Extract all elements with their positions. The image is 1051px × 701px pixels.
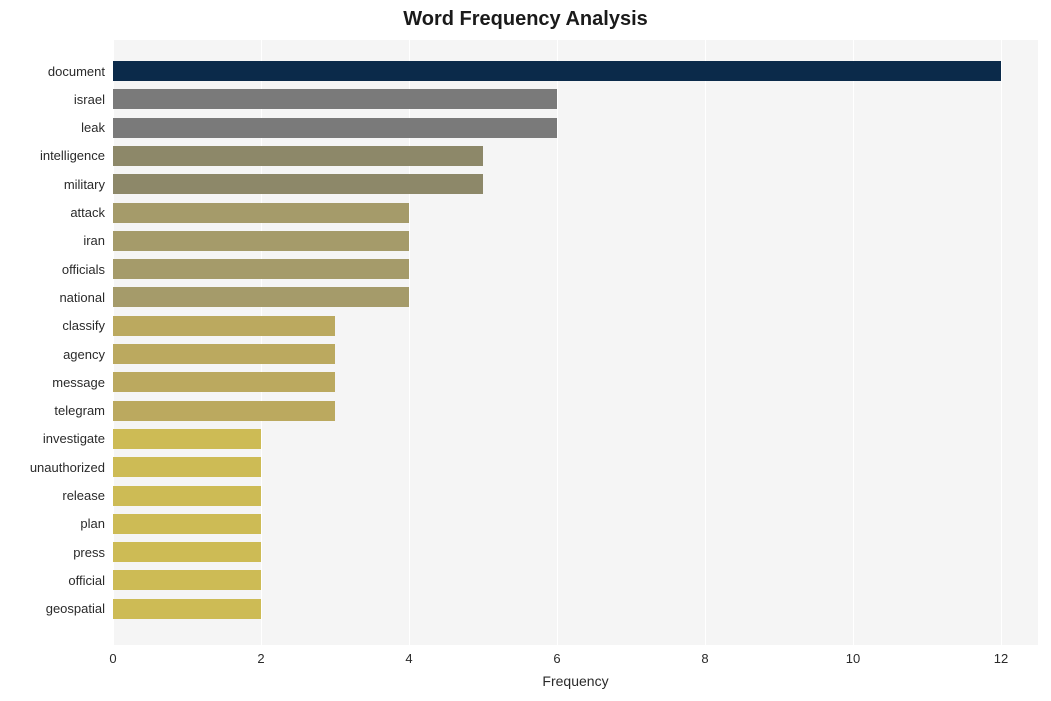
y-tick-label: document — [0, 64, 105, 79]
bar — [113, 146, 483, 166]
y-tick-label: telegram — [0, 403, 105, 418]
y-tick-label: official — [0, 573, 105, 588]
plot-area — [113, 40, 1038, 645]
y-tick-label: attack — [0, 205, 105, 220]
y-tick-label: intelligence — [0, 148, 105, 163]
bar — [113, 570, 261, 590]
x-tick-label: 12 — [994, 651, 1008, 666]
x-tick-label: 8 — [701, 651, 708, 666]
y-tick-label: message — [0, 375, 105, 390]
bar — [113, 287, 409, 307]
bar — [113, 174, 483, 194]
bar — [113, 231, 409, 251]
y-tick-label: military — [0, 177, 105, 192]
x-tick-label: 6 — [553, 651, 560, 666]
y-tick-label: geospatial — [0, 601, 105, 616]
y-tick-label: release — [0, 488, 105, 503]
y-tick-label: classify — [0, 318, 105, 333]
bar — [113, 429, 261, 449]
x-tick-label: 0 — [109, 651, 116, 666]
bar — [113, 599, 261, 619]
bar — [113, 316, 335, 336]
bar — [113, 89, 557, 109]
x-tick-label: 4 — [405, 651, 412, 666]
gridline — [1001, 40, 1002, 645]
bar — [113, 118, 557, 138]
y-tick-label: press — [0, 545, 105, 560]
bar — [113, 514, 261, 534]
bar — [113, 61, 1001, 81]
gridline — [853, 40, 854, 645]
x-tick-label: 2 — [257, 651, 264, 666]
word-frequency-chart: Word Frequency Analysis Frequency 0 2 4 6 8 1… — [0, 0, 1051, 701]
bar — [113, 542, 261, 562]
y-tick-label: unauthorized — [0, 460, 105, 475]
y-tick-label: israel — [0, 92, 105, 107]
y-tick-label: leak — [0, 120, 105, 135]
x-tick-label: 10 — [846, 651, 860, 666]
y-tick-label: plan — [0, 516, 105, 531]
y-tick-label: investigate — [0, 431, 105, 446]
y-tick-label: iran — [0, 233, 105, 248]
bar — [113, 401, 335, 421]
bar — [113, 259, 409, 279]
gridline — [705, 40, 706, 645]
gridline — [557, 40, 558, 645]
bar — [113, 372, 335, 392]
y-tick-label: national — [0, 290, 105, 305]
bar — [113, 486, 261, 506]
bar — [113, 457, 261, 477]
y-tick-label: officials — [0, 262, 105, 277]
y-tick-label: agency — [0, 347, 105, 362]
x-axis-label: Frequency — [542, 673, 608, 689]
bar — [113, 344, 335, 364]
bar — [113, 203, 409, 223]
chart-title: Word Frequency Analysis — [0, 8, 1051, 31]
